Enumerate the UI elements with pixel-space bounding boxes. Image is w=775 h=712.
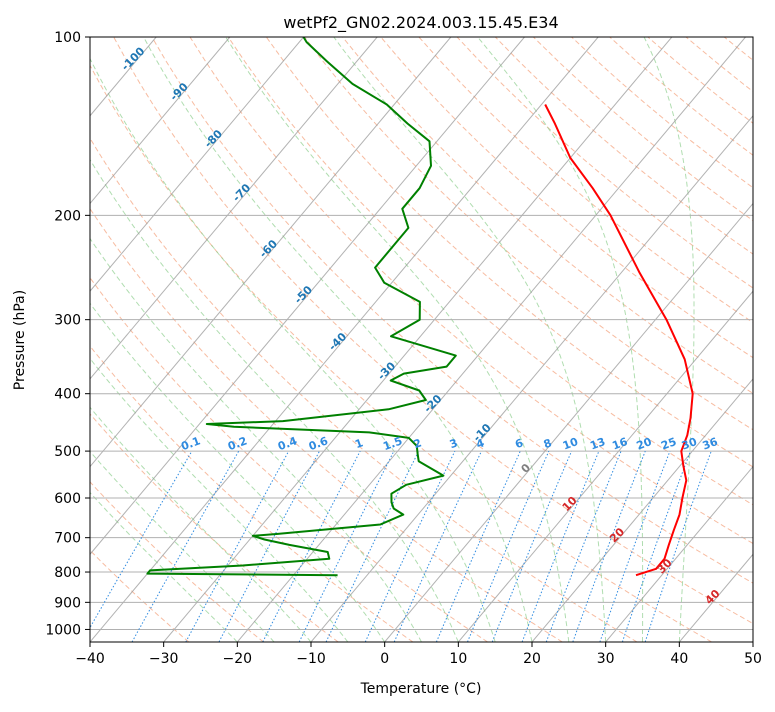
y-tick-label: 100 <box>54 30 81 46</box>
y-tick-label: 700 <box>54 531 81 547</box>
y-tick-label: 200 <box>54 208 81 224</box>
y-tick-label: 1000 <box>45 622 81 638</box>
x-tick-label: 10 <box>449 651 467 667</box>
y-tick-label: 900 <box>54 595 81 611</box>
y-tick-label: 600 <box>54 491 81 507</box>
y-tick-label: 300 <box>54 313 81 329</box>
y-tick-label: 400 <box>54 387 81 403</box>
y-tick-label: 800 <box>54 565 81 581</box>
x-tick-label: −20 <box>223 651 253 667</box>
x-tick-label: 50 <box>744 651 762 667</box>
chart-title: wetPf2_GN02.2024.003.15.45.E34 <box>283 13 558 33</box>
x-tick-label: 20 <box>523 651 541 667</box>
x-tick-label: 30 <box>597 651 615 667</box>
x-tick-label: 0 <box>380 651 389 667</box>
x-tick-label: −30 <box>149 651 179 667</box>
x-tick-label: −40 <box>75 651 105 667</box>
x-axis-label: Temperature (°C) <box>360 681 482 697</box>
x-tick-label: 40 <box>670 651 688 667</box>
y-axis-label: Pressure (hPa) <box>12 290 28 390</box>
x-tick-label: −10 <box>296 651 326 667</box>
y-tick-label: 500 <box>54 444 81 460</box>
